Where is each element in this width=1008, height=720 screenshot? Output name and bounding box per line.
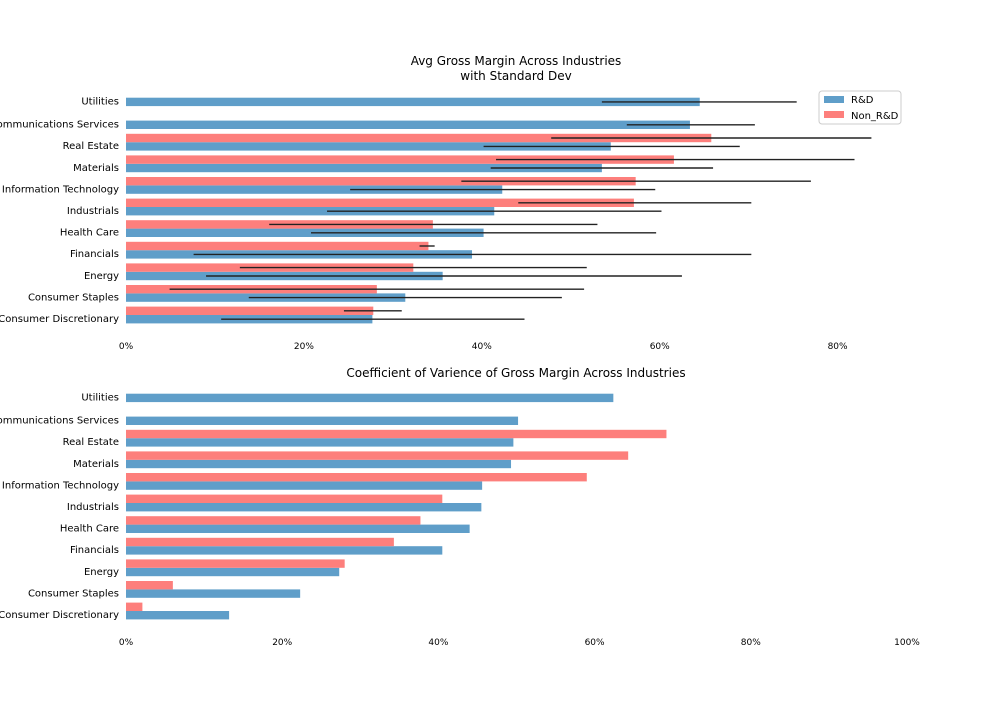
bar-non-randd-materials [126, 451, 629, 460]
y-tick-industrials: Industrials [67, 206, 119, 217]
legend-label-rd: R&D [851, 95, 874, 106]
y-tick-financials: Financials [70, 249, 119, 260]
bar-non-randd-information-technology [126, 177, 636, 186]
y-tick-utilities: Utilities [81, 393, 119, 404]
bar-randd-materials [126, 163, 602, 173]
legend-swatch-non-rd [824, 111, 844, 118]
y-tick-information-technology: Information Technology [2, 184, 119, 195]
bar-randd-materials [126, 459, 512, 469]
y-tick-utilities: Utilities [81, 97, 119, 108]
y-tick-financials: Financials [70, 545, 119, 556]
y-tick-communications-services: Communications Services [0, 416, 119, 427]
x-tick-80: 80% [828, 342, 848, 352]
y-tick-materials: Materials [73, 459, 119, 470]
y-tick-labels: Consumer Discretionary Consumer Staples En… [0, 393, 119, 621]
y-tick-information-technology: Information Technology [2, 480, 119, 491]
y-tick-communications-services: Communications Services [0, 120, 119, 131]
x-tick-60: 60% [585, 638, 605, 648]
bar-non-randd-materials [126, 155, 674, 164]
bar-non-randd-real-estate [126, 133, 712, 143]
x-tick-0: 0% [119, 638, 134, 648]
y-tick-consumer-discretionary: Consumer Discretionary [0, 610, 119, 621]
bar-randd-information-technology [126, 481, 483, 490]
y-tick-industrials: Industrials [67, 502, 119, 513]
x-tick-80: 80% [741, 638, 761, 648]
coefficient-of-variance-chart: Coefficient of Varience of Gross Margin … [0, 366, 920, 648]
avg-gross-margin-chart: Avg Gross Margin Across Industries with … [0, 54, 902, 352]
x-tick-40: 40% [472, 342, 492, 352]
bar-randd-energy [126, 567, 340, 577]
x-tick-100: 100% [894, 638, 920, 648]
bar-non-randd-industrials [126, 198, 634, 207]
y-tick-labels: Consumer Discretionary Consumer Staples En… [0, 97, 119, 325]
y-tick-energy: Energy [84, 567, 119, 578]
y-tick-energy: Energy [84, 271, 119, 282]
bar-randd-real-estate [126, 438, 514, 447]
bar-randd-real-estate [126, 142, 611, 151]
x-tick-20: 20% [294, 342, 314, 352]
legend-swatch-rd [824, 96, 844, 103]
x-tick-labels: 0% 20% 40% 60% 80% [119, 342, 848, 352]
chart-title: Avg Gross Margin Across Industries [411, 54, 622, 68]
bar-randd-consumer-staples [126, 589, 301, 598]
bar-randd-information-technology [126, 185, 503, 194]
legend-label-non-rd: Non_R&D [851, 111, 899, 122]
bar-randd-consumer-discretionary [126, 611, 230, 620]
y-tick-materials: Materials [73, 163, 119, 174]
y-tick-health-care: Health Care [60, 228, 119, 239]
bar-non-randd-industrials [126, 494, 443, 503]
bar-non-randd-financials [126, 241, 429, 251]
bar-randd-health-care [126, 228, 484, 237]
legend: R&D Non_R&D [818, 90, 902, 125]
bar-randd-utilities [126, 393, 614, 403]
bar-randd-health-care [126, 524, 470, 533]
y-tick-health-care: Health Care [60, 524, 119, 535]
y-tick-consumer-discretionary: Consumer Discretionary [0, 314, 119, 325]
x-tick-0: 0% [119, 342, 134, 352]
x-tick-20: 20% [272, 638, 292, 648]
bar-non-randd-consumer-discretionary [126, 306, 374, 315]
bar-non-randd-information-technology [126, 473, 587, 482]
bar-non-randd-financials [126, 537, 394, 547]
x-tick-labels: 0% 20% 40% 60% 80% 100% [119, 638, 920, 648]
x-tick-40: 40% [428, 638, 448, 648]
bar-randd-industrials [126, 503, 482, 512]
bar-non-randd-real-estate [126, 429, 667, 439]
x-tick-60: 60% [650, 342, 670, 352]
bar-non-randd-energy [126, 559, 345, 568]
bar-randd-communications-services [126, 120, 690, 129]
y-tick-real-estate: Real Estate [63, 141, 119, 152]
bar-non-randd-consumer-staples [126, 581, 173, 590]
bars [126, 393, 667, 620]
chart-title: Coefficient of Varience of Gross Margin … [346, 366, 685, 380]
bar-non-randd-consumer-discretionary [126, 602, 143, 611]
bar-randd-financials [126, 546, 443, 555]
y-tick-real-estate: Real Estate [63, 437, 119, 448]
bar-randd-communications-services [126, 416, 519, 425]
bar-randd-industrials [126, 207, 495, 216]
bar-non-randd-health-care [126, 516, 421, 525]
bar-randd-utilities [126, 97, 700, 107]
chart-subtitle: with Standard Dev [460, 69, 571, 83]
y-tick-consumer-staples: Consumer Staples [28, 292, 119, 303]
error-bars [169, 101, 872, 320]
y-tick-consumer-staples: Consumer Staples [28, 588, 119, 599]
